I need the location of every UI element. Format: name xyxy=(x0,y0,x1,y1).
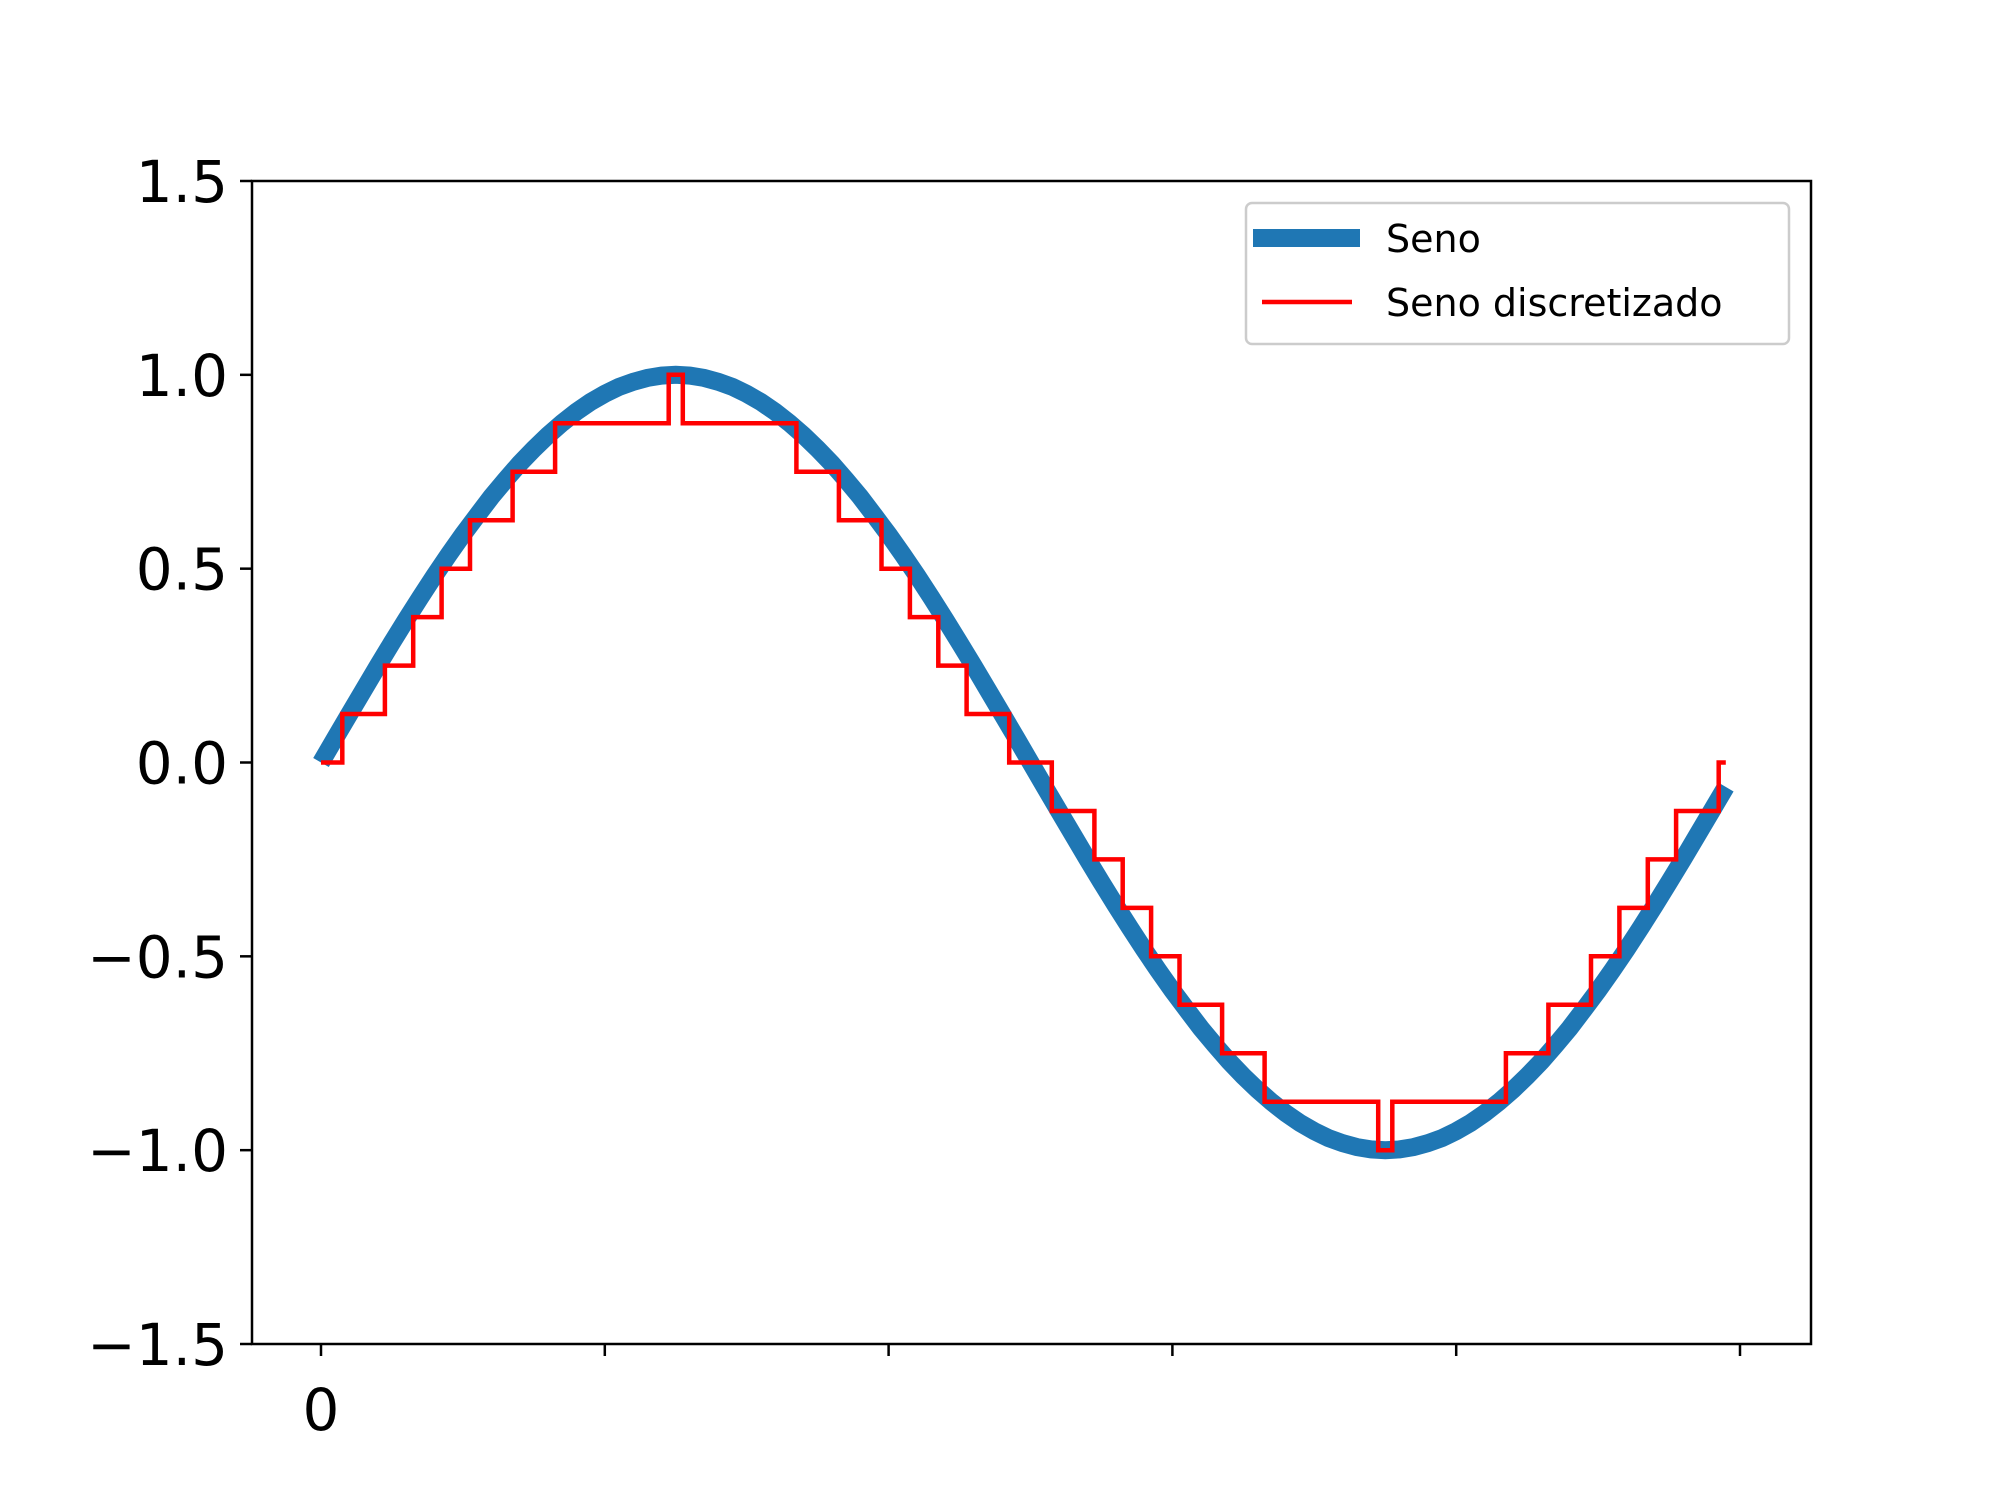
y-tick-label: −0.5 xyxy=(87,923,228,991)
y-tick-label: −1.0 xyxy=(87,1117,228,1185)
y-tick-label: 0.0 xyxy=(136,730,228,798)
y-tick-label: 1.0 xyxy=(136,342,228,410)
y-tick-label: 0.5 xyxy=(136,536,228,604)
legend-label-seno: Seno xyxy=(1386,217,1481,261)
legend-frame xyxy=(1244,201,1791,346)
series-layer xyxy=(313,365,1734,1160)
legend: Seno Seno discretizado xyxy=(1244,201,1791,346)
y-tick-label: −1.5 xyxy=(87,1311,228,1379)
series-line-seno-discretizado xyxy=(321,372,1726,1153)
legend-label-seno-discretizado: Seno discretizado xyxy=(1386,281,1723,325)
ticks-layer: 1.5 1.0 0.5 0.0 −0.5 −1.0 −1.5 0 xyxy=(87,148,1742,1444)
y-tick-label: 1.5 xyxy=(136,148,228,216)
x-tick-label: 0 xyxy=(303,1376,340,1444)
